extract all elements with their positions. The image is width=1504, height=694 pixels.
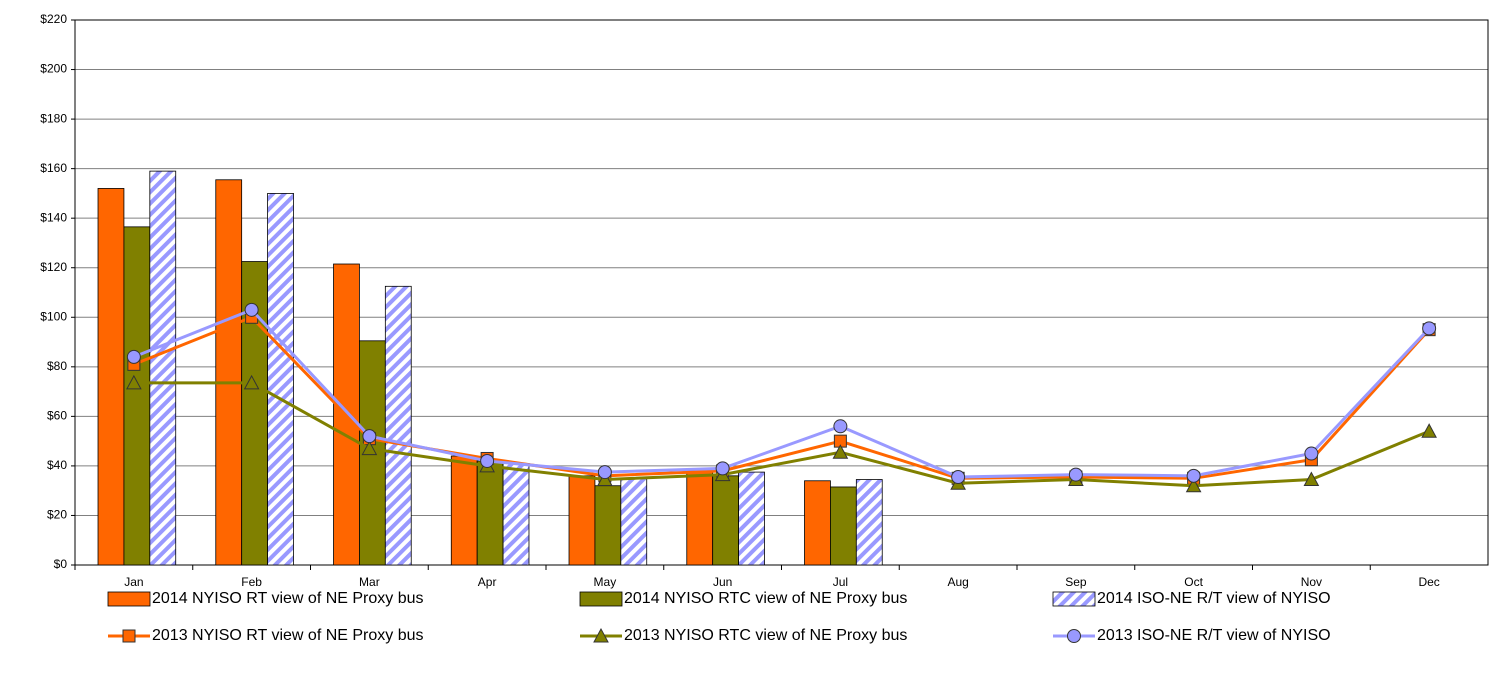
line-marker bbox=[126, 374, 142, 390]
y-tick-label: $40 bbox=[47, 458, 67, 472]
line-marker bbox=[715, 461, 730, 476]
y-tick-label: $160 bbox=[40, 161, 67, 175]
x-tick-label: Jun bbox=[713, 575, 732, 589]
legend-label: 2014 NYISO RTC view of NE Proxy bus bbox=[624, 590, 907, 607]
legend-label: 2013 NYISO RTC view of NE Proxy bus bbox=[624, 627, 907, 644]
bar bbox=[620, 477, 648, 566]
x-tick-label: Nov bbox=[1301, 575, 1322, 589]
bar bbox=[123, 226, 151, 566]
line-marker bbox=[244, 302, 259, 317]
x-tick-label: Jan bbox=[124, 575, 143, 589]
bar bbox=[830, 486, 857, 566]
line-marker bbox=[362, 429, 377, 444]
y-tick-label: $60 bbox=[47, 409, 67, 423]
bar bbox=[686, 470, 714, 566]
bar bbox=[267, 193, 294, 566]
x-tick-label: Jul bbox=[833, 575, 848, 589]
line-marker bbox=[1068, 467, 1083, 482]
bar bbox=[384, 285, 412, 566]
x-tick-label: Oct bbox=[1184, 575, 1203, 589]
y-tick-label: $120 bbox=[40, 260, 67, 274]
bar bbox=[594, 485, 622, 566]
bar bbox=[568, 475, 596, 566]
bar bbox=[712, 475, 739, 566]
y-tick-label: $0 bbox=[54, 557, 68, 571]
line-marker bbox=[361, 440, 378, 456]
line-marker bbox=[833, 419, 848, 434]
line bbox=[133, 381, 1430, 488]
line-marker bbox=[1185, 477, 1202, 493]
x-tick-label: Apr bbox=[478, 575, 497, 589]
bar bbox=[738, 471, 765, 566]
y-tick-label: $80 bbox=[47, 359, 67, 373]
y-tick-label: $220 bbox=[40, 12, 67, 26]
bar bbox=[215, 179, 243, 566]
bar bbox=[502, 463, 530, 566]
line-marker bbox=[480, 453, 495, 468]
line bbox=[133, 308, 1431, 479]
legend-swatch bbox=[1052, 591, 1096, 607]
legend-label: 2013 ISO-NE R/T view of NYISO bbox=[1097, 627, 1331, 644]
x-tick-label: Mar bbox=[359, 575, 380, 589]
x-tick-label: Aug bbox=[947, 575, 968, 589]
line-marker bbox=[1303, 471, 1320, 487]
legend-label: 2013 NYISO RT view of NE Proxy bus bbox=[152, 627, 424, 644]
line-marker bbox=[243, 374, 260, 390]
legend-swatch bbox=[579, 591, 623, 607]
y-tick-label: $20 bbox=[47, 508, 67, 522]
bar bbox=[804, 480, 831, 566]
bar bbox=[149, 170, 177, 566]
bar bbox=[97, 188, 125, 566]
bar bbox=[450, 455, 478, 566]
legend-marker bbox=[593, 627, 609, 643]
line-marker bbox=[1422, 321, 1437, 336]
line-marker bbox=[1186, 468, 1201, 483]
line-marker bbox=[832, 444, 849, 459]
y-tick-label: $200 bbox=[40, 62, 67, 76]
x-tick-label: May bbox=[594, 575, 617, 589]
legend-marker bbox=[122, 629, 136, 643]
x-tick-label: Dec bbox=[1418, 575, 1439, 589]
y-tick-label: $100 bbox=[40, 309, 67, 323]
line-marker bbox=[126, 349, 141, 364]
bar bbox=[855, 479, 883, 566]
legend-swatch bbox=[107, 591, 151, 607]
x-tick-label: Sep bbox=[1065, 575, 1087, 589]
legend-label: 2014 NYISO RT view of NE Proxy bus bbox=[152, 590, 424, 607]
line-marker bbox=[951, 470, 966, 485]
y-tick-label: $180 bbox=[40, 111, 67, 125]
line-marker bbox=[597, 465, 612, 480]
line bbox=[133, 315, 1431, 480]
line-marker bbox=[1421, 423, 1437, 438]
bar bbox=[476, 460, 504, 566]
line-marker bbox=[1304, 446, 1319, 461]
plot-area bbox=[75, 20, 1488, 565]
legend-marker bbox=[1067, 629, 1081, 643]
x-tick-label: Feb bbox=[241, 575, 262, 589]
y-tick-label: $140 bbox=[40, 210, 67, 224]
legend-label: 2014 ISO-NE R/T view of NYISO bbox=[1097, 590, 1331, 607]
